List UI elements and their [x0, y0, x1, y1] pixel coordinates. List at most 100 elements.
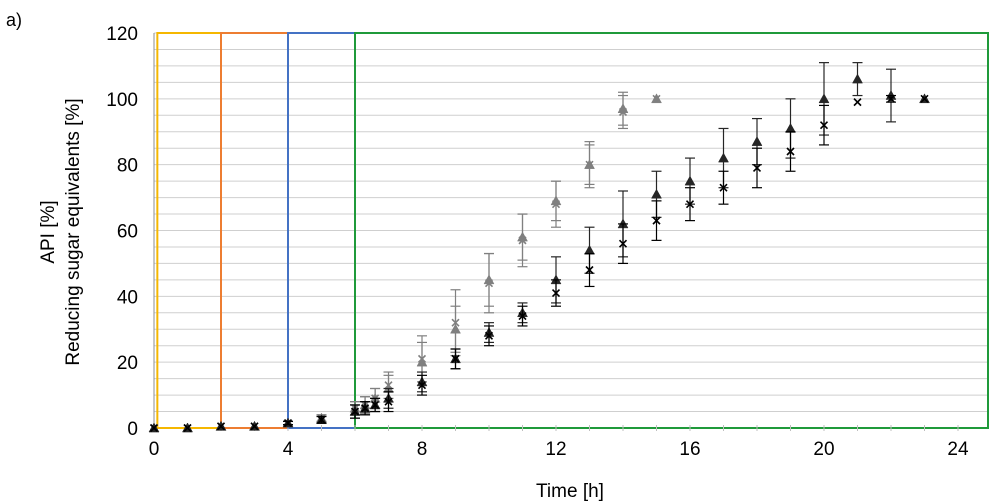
x-marker: [853, 98, 862, 107]
x-marker-stroke: [585, 160, 594, 169]
x-marker: [518, 312, 527, 321]
x-marker-stroke: [685, 200, 695, 209]
x-marker-stroke: [920, 94, 929, 103]
y-tick-label: 0: [127, 419, 138, 440]
x-marker-stroke: [618, 239, 628, 248]
x-marker: [317, 415, 326, 424]
x-marker-stroke: [384, 381, 393, 390]
x-marker-stroke: [518, 236, 527, 245]
x-marker: [384, 381, 393, 390]
triangle-marker: [785, 122, 796, 133]
x-marker-stroke: [652, 216, 661, 225]
y-axis-title-line-1: API [%]: [38, 200, 59, 263]
x-marker-stroke: [183, 423, 192, 433]
x-marker-stroke: [360, 404, 370, 413]
x-marker: [149, 423, 159, 433]
x-tick-label: 12: [545, 439, 566, 460]
y-tick-label: 80: [117, 156, 138, 177]
x-marker: [752, 163, 762, 173]
x-marker-stroke: [149, 423, 159, 433]
x-marker: [652, 216, 661, 225]
x-marker: [585, 265, 594, 275]
y-tick-label: 20: [117, 353, 138, 374]
x-marker-stroke: [719, 183, 728, 192]
x-marker-stroke: [283, 418, 293, 428]
y-tick-label: 60: [117, 222, 138, 243]
phase-box-4: [354, 32, 989, 429]
x-marker-stroke: [551, 200, 561, 209]
x-marker: [216, 422, 226, 431]
x-marker-stroke: [853, 98, 862, 107]
x-marker-stroke: [518, 312, 527, 321]
x-marker: [551, 200, 561, 209]
x-marker-stroke: [317, 415, 326, 424]
x-marker: [283, 418, 293, 428]
x-marker-stroke: [371, 400, 380, 410]
x-marker-stroke: [752, 163, 762, 173]
x-marker-stroke: [551, 288, 561, 298]
x-marker: [920, 94, 929, 103]
y-tick-label: 40: [117, 287, 138, 308]
x-tick-label: 4: [283, 439, 294, 460]
axes: 04812162024283236404448020406080100120: [106, 24, 969, 460]
x-tick-label: 24: [947, 439, 969, 460]
x-marker: [618, 107, 628, 117]
x-marker-stroke: [451, 354, 460, 363]
x-marker-stroke: [819, 121, 829, 130]
x-marker: [360, 404, 370, 413]
x-marker-stroke: [417, 381, 427, 390]
x-marker-stroke: [250, 422, 259, 431]
x-tick-label: 8: [417, 439, 428, 460]
x-marker: [371, 400, 380, 410]
x-marker: [618, 239, 628, 248]
x-marker-stroke: [618, 107, 628, 117]
x-marker-stroke: [417, 354, 427, 363]
x-marker: [384, 397, 393, 406]
x-marker: [719, 183, 728, 192]
x-marker: [451, 354, 460, 363]
y-tick-label: 100: [106, 90, 138, 111]
x-marker: [652, 94, 661, 103]
x-marker: [451, 318, 460, 327]
x-marker: [417, 354, 427, 363]
panel-label: a): [6, 10, 22, 30]
data-series: [148, 62, 930, 433]
y-axis-title-line-2: Reducing sugar equivalents [%]: [63, 98, 84, 365]
x-marker-stroke: [585, 265, 594, 275]
gridlines: [154, 32, 988, 413]
x-marker-stroke: [484, 279, 494, 288]
triangle-marker: [818, 93, 830, 104]
x-marker: [250, 422, 259, 431]
series-1: [148, 91, 662, 433]
x-tick-label: 16: [679, 439, 700, 460]
x-marker: [518, 236, 527, 245]
triangle-marker: [684, 175, 696, 186]
x-marker: [484, 331, 494, 340]
triangle-marker: [852, 73, 863, 84]
x-marker: [484, 279, 494, 288]
x-marker: [551, 288, 561, 298]
x-marker: [417, 381, 427, 390]
x-tick-label: 0: [149, 439, 160, 460]
x-marker: [183, 423, 192, 433]
triangle-marker: [718, 152, 729, 163]
x-marker-stroke: [451, 318, 460, 327]
x-axis-title: Time [h]: [536, 481, 604, 502]
y-tick-label: 120: [106, 24, 138, 45]
triangle-marker: [651, 188, 662, 199]
series-4: [149, 94, 929, 433]
x-marker: [585, 160, 594, 169]
x-marker: [350, 407, 360, 416]
x-marker: [685, 200, 695, 209]
x-marker-stroke: [216, 422, 226, 431]
x-tick-label: 20: [813, 439, 834, 460]
x-marker-stroke: [484, 331, 494, 340]
x-marker: [819, 121, 829, 130]
x-marker: [786, 147, 795, 156]
x-marker-stroke: [350, 407, 360, 416]
x-marker-stroke: [886, 94, 896, 103]
x-marker-stroke: [652, 94, 661, 103]
x-marker-stroke: [786, 147, 795, 156]
x-marker: [886, 94, 896, 103]
